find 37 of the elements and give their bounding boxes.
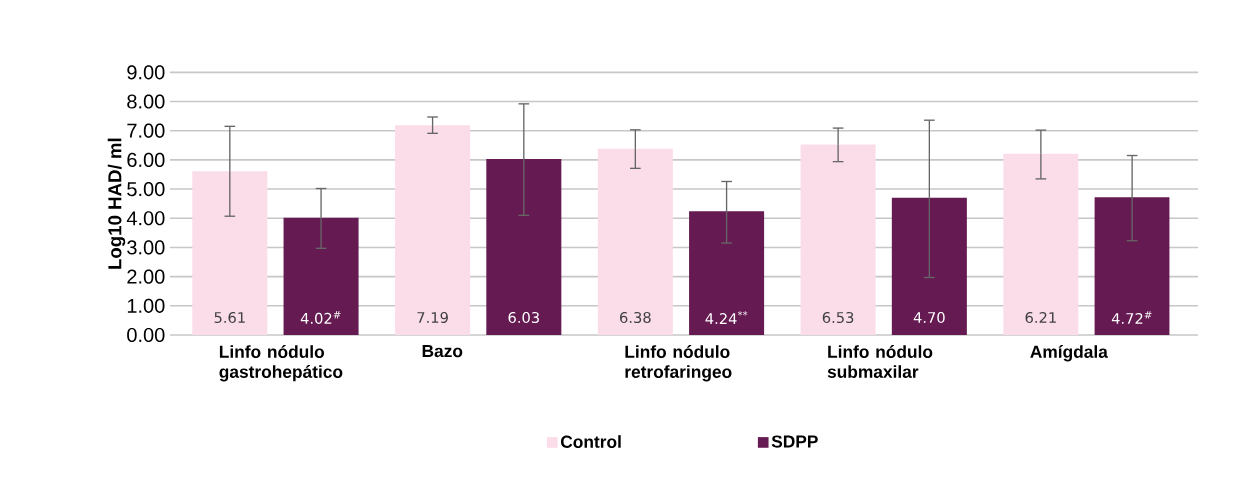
bar [486, 159, 562, 335]
y-tick-label: 0.00 [127, 327, 165, 343]
x-tick-label: Amígdala [1030, 345, 1108, 362]
data-label: 4.02$^{#}$ [300, 311, 341, 324]
data-label: 6.21 [1025, 311, 1056, 324]
x-tick-label: Linfo nódulo gastrohepático [219, 345, 343, 382]
data-label: 7.19 [417, 311, 448, 324]
bar [800, 144, 876, 335]
bar [283, 217, 359, 335]
data-label: 6.53 [822, 311, 854, 324]
x-tick-label: Bazo [422, 345, 463, 358]
bar [1094, 197, 1170, 335]
data-label: 4.72$^{#}$ [1111, 311, 1152, 324]
y-tick-label: 4.00 [126, 211, 165, 226]
y-tick-label: 9.00 [127, 65, 165, 80]
bar [395, 125, 471, 335]
legend-label: SDPP [771, 435, 818, 448]
y-axis-title: Log10 HAD/ ml [107, 138, 126, 269]
y-tick-label: 5.00 [127, 181, 165, 197]
bar [689, 211, 765, 335]
y-tick-label: 6.00 [127, 152, 165, 167]
data-label: 4.24$^{**}$ [705, 311, 748, 324]
y-tick-label: 1.00 [127, 298, 165, 313]
y-tick-label: 7.00 [127, 123, 165, 138]
y-tick-label: 8.00 [127, 94, 165, 109]
legend-label: Control [560, 435, 621, 448]
data-label: 5.61 [214, 311, 245, 324]
x-tick-label: Linfo nódulo retrofaringeo [625, 345, 732, 382]
y-tick-label: 3.00 [127, 240, 165, 255]
bar [597, 148, 673, 335]
bar [1003, 153, 1079, 335]
x-tick-label: Linfo nódulo submaxilar [827, 345, 933, 378]
data-label: 6.03 [508, 311, 539, 324]
data-label: 6.38 [620, 311, 651, 324]
bar [192, 171, 268, 335]
y-tick-label: 2.00 [127, 269, 165, 284]
data-label: 4.70 [913, 311, 945, 324]
